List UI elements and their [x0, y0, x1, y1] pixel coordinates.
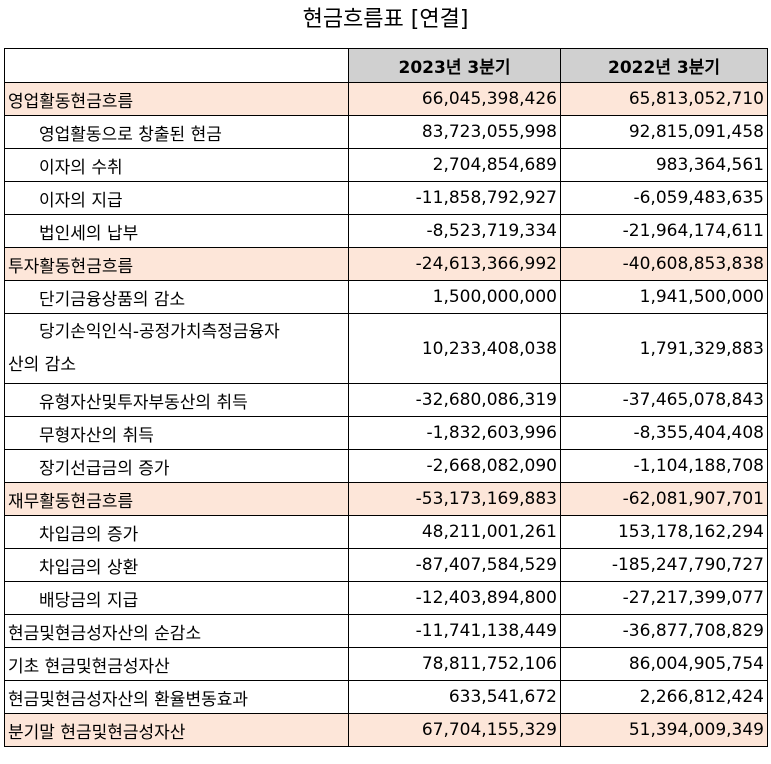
value-2022: -8,355,404,408: [560, 416, 768, 450]
value-2022: -37,465,078,843: [560, 383, 768, 417]
row-label: 법인세의 납부: [4, 214, 349, 248]
table-row: 기초 현금및현금성자산 78,811,752,106 86,004,905,75…: [4, 647, 768, 681]
header-2023q3: 2023년 3분기: [348, 48, 561, 83]
row-label: 배당금의 지급: [4, 581, 349, 615]
value-2023: 633,541,672: [348, 680, 561, 714]
row-label: 무형자산의 취득: [4, 416, 349, 450]
cash-flow-table: 2023년 3분기 2022년 3분기 영업활동현금흐름 66,045,398,…: [4, 48, 768, 747]
value-2023: 48,211,001,261: [348, 515, 561, 549]
value-2023: -2,668,082,090: [348, 449, 561, 483]
row-label: 현금및현금성자산의 순감소: [4, 614, 349, 648]
value-2023: -1,832,603,996: [348, 416, 561, 450]
value-2023: 83,723,055,998: [348, 115, 561, 149]
value-2023: -87,407,584,529: [348, 548, 561, 582]
row-label: 차입금의 증가: [4, 515, 349, 549]
value-2022: 2,266,812,424: [560, 680, 768, 714]
table-row: 차입금의 증가 48,211,001,261 153,178,162,294: [4, 515, 768, 549]
value-2023: -12,403,894,800: [348, 581, 561, 615]
table-row: 현금및현금성자산의 순감소 -11,741,138,449 -36,877,70…: [4, 614, 768, 648]
value-2022: -40,608,853,838: [560, 247, 768, 281]
page-title: 현금흐름표 [연결]: [302, 7, 469, 32]
table-row: 영업활동현금흐름 66,045,398,426 65,813,052,710: [4, 82, 768, 116]
value-2022: -1,104,188,708: [560, 449, 768, 483]
table-row: 차입금의 상환 -87,407,584,529 -185,247,790,727: [4, 548, 768, 582]
value-2022: 153,178,162,294: [560, 515, 768, 549]
table-row: 이자의 수취 2,704,854,689 983,364,561: [4, 148, 768, 182]
table-row: 재무활동현금흐름 -53,173,169,883 -62,081,907,701: [4, 482, 768, 516]
value-2023: -24,613,366,992: [348, 247, 561, 281]
value-2023: 10,233,408,038: [348, 313, 561, 384]
value-2023: 67,704,155,329: [348, 713, 561, 747]
value-2022: 65,813,052,710: [560, 82, 768, 116]
table-row: 배당금의 지급 -12,403,894,800 -27,217,399,077: [4, 581, 768, 615]
row-label: 영업활동현금흐름: [4, 82, 349, 116]
value-2022: -185,247,790,727: [560, 548, 768, 582]
value-2023: -32,680,086,319: [348, 383, 561, 417]
value-2022: 51,394,009,349: [560, 713, 768, 747]
row-label: 이자의 지급: [4, 181, 349, 215]
table-row: 무형자산의 취득 -1,832,603,996 -8,355,404,408: [4, 416, 768, 450]
row-label: 영업활동으로 창출된 현금: [4, 115, 349, 149]
table-row: 법인세의 납부 -8,523,719,334 -21,964,174,611: [4, 214, 768, 248]
value-2022: 1,791,329,883: [560, 313, 768, 384]
value-2022: 92,815,091,458: [560, 115, 768, 149]
row-label: 투자활동현금흐름: [4, 247, 349, 281]
value-2022: -62,081,907,701: [560, 482, 768, 516]
table-row: 분기말 현금및현금성자산 67,704,155,329 51,394,009,3…: [4, 713, 768, 747]
value-2023: 2,704,854,689: [348, 148, 561, 182]
header-2022q3: 2022년 3분기: [560, 48, 768, 83]
table-row: 유형자산및투자부동산의 취득 -32,680,086,319 -37,465,0…: [4, 383, 768, 417]
row-label: 유형자산및투자부동산의 취득: [4, 383, 349, 417]
row-label-line1: 당기손익인식-공정가치측정금융자: [39, 321, 280, 342]
value-2022: 983,364,561: [560, 148, 768, 182]
value-2022: -6,059,483,635: [560, 181, 768, 215]
row-label: 단기금융상품의 감소: [4, 280, 349, 314]
row-label: 장기선급금의 증가: [4, 449, 349, 483]
row-label: 기초 현금및현금성자산: [4, 647, 349, 681]
row-label: 재무활동현금흐름: [4, 482, 349, 516]
row-label: 현금및현금성자산의 환율변동효과: [4, 680, 349, 714]
header-row: 2023년 3분기 2022년 3분기: [4, 48, 768, 83]
row-label: 이자의 수취: [4, 148, 349, 182]
table-row: 장기선급금의 증가 -2,668,082,090 -1,104,188,708: [4, 449, 768, 483]
value-2022: -27,217,399,077: [560, 581, 768, 615]
row-label: 차입금의 상환: [4, 548, 349, 582]
table-row: 이자의 지급 -11,858,792,927 -6,059,483,635: [4, 181, 768, 215]
value-2023: 1,500,000,000: [348, 280, 561, 314]
row-label: 분기말 현금및현금성자산: [4, 713, 349, 747]
value-2022: 86,004,905,754: [560, 647, 768, 681]
table-row: 영업활동으로 창출된 현금 83,723,055,998 92,815,091,…: [4, 115, 768, 149]
table-row: 현금및현금성자산의 환율변동효과 633,541,672 2,266,812,4…: [4, 680, 768, 714]
value-2023: -53,173,169,883: [348, 482, 561, 516]
value-2023: -11,741,138,449: [348, 614, 561, 648]
header-blank: [4, 48, 349, 83]
value-2022: -21,964,174,611: [560, 214, 768, 248]
value-2022: 1,941,500,000: [560, 280, 768, 314]
value-2023: 78,811,752,106: [348, 647, 561, 681]
row-label-line2: 산의 감소: [8, 354, 76, 375]
value-2023: -11,858,792,927: [348, 181, 561, 215]
value-2022: -36,877,708,829: [560, 614, 768, 648]
value-2023: 66,045,398,426: [348, 82, 561, 116]
table-row: 투자활동현금흐름 -24,613,366,992 -40,608,853,838: [4, 247, 768, 281]
value-2023: -8,523,719,334: [348, 214, 561, 248]
table-row: 단기금융상품의 감소 1,500,000,000 1,941,500,000: [4, 280, 768, 314]
